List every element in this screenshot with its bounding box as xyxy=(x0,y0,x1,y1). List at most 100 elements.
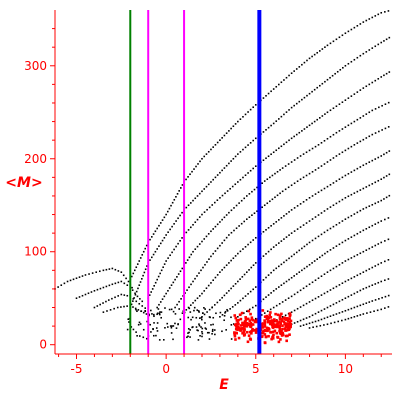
curve-7-point xyxy=(275,244,278,246)
curve-7-point xyxy=(296,228,299,230)
curve-8-point xyxy=(338,222,341,224)
curve-7-point xyxy=(232,285,235,287)
scatter-point xyxy=(196,309,199,311)
curve-11-point xyxy=(308,301,311,303)
curve-11-point xyxy=(326,290,329,293)
scatter-point xyxy=(219,311,222,314)
curve-7-point xyxy=(230,287,232,290)
scatter-point xyxy=(196,329,198,331)
curve-16-point xyxy=(126,284,129,286)
curve-1-point xyxy=(293,70,295,72)
curve-11-point xyxy=(290,311,293,313)
curve-7-point xyxy=(353,192,356,194)
curve-13-point xyxy=(371,300,374,302)
curve-7-point xyxy=(308,220,311,222)
curve-8-point xyxy=(293,253,295,256)
curve-8-point xyxy=(234,304,237,306)
curve-7-point xyxy=(288,234,290,236)
curve-7-point xyxy=(338,200,341,203)
cluster-point xyxy=(284,329,287,332)
curve-5-point xyxy=(210,255,212,258)
curve-10-point xyxy=(287,297,290,300)
curve-12-point xyxy=(317,311,320,313)
curve-2-point xyxy=(169,228,171,231)
curve-13-point xyxy=(326,316,329,319)
curve-5-point xyxy=(274,196,276,199)
cluster-point xyxy=(237,336,241,340)
cluster-point xyxy=(260,322,264,326)
curve-3-point xyxy=(335,105,338,108)
cluster-point xyxy=(243,320,247,324)
curve-4-point xyxy=(188,256,191,259)
curve-12-point xyxy=(338,300,341,303)
curve-13-point xyxy=(381,296,383,299)
curve-14-point xyxy=(350,316,353,319)
curve-10-point xyxy=(387,238,390,241)
curve-13-point xyxy=(317,319,320,322)
curve-8-point xyxy=(320,233,323,236)
curve-2-point xyxy=(135,290,138,293)
curve-12-point xyxy=(311,314,314,317)
curve-8-point xyxy=(267,274,270,276)
curve-14-point xyxy=(333,321,336,324)
curve-1-point xyxy=(353,26,356,29)
curve-17-point xyxy=(102,302,104,304)
cluster-point xyxy=(267,328,271,331)
curve-2-point xyxy=(285,111,288,113)
cluster-point xyxy=(278,318,282,321)
curve-3-point xyxy=(383,74,385,77)
curve-7-point xyxy=(350,193,353,196)
curve-6-point xyxy=(332,182,335,184)
curve-6-point xyxy=(272,223,275,225)
curve-2-point xyxy=(262,131,265,133)
curve-2-point xyxy=(347,62,350,65)
cluster-point xyxy=(280,332,284,336)
cluster-point xyxy=(279,314,282,317)
curve-2-point xyxy=(283,113,285,116)
curve-1-point xyxy=(193,168,195,170)
curve-8-point xyxy=(371,203,374,206)
curve-13-point xyxy=(329,315,332,317)
curve-6-point xyxy=(278,219,280,221)
curve-10-point xyxy=(368,247,371,250)
curve-4-point xyxy=(186,259,189,261)
curve-2-point xyxy=(158,245,160,247)
curve-5-point xyxy=(246,218,248,220)
curve-1-point xyxy=(219,139,221,141)
curve-5-point xyxy=(308,172,311,175)
scatter-point xyxy=(127,318,130,321)
curve-7-point xyxy=(237,280,239,283)
scatter-point xyxy=(164,327,166,329)
scatter-point xyxy=(158,312,161,315)
curve-1-point xyxy=(149,238,151,241)
curve-10-point xyxy=(266,310,269,313)
curve-14-point xyxy=(366,312,368,314)
scatter-point xyxy=(174,313,177,315)
curve-7-point xyxy=(329,206,332,208)
curve-13-point xyxy=(356,305,359,308)
curve-2-point xyxy=(388,36,391,39)
curve-4-point xyxy=(156,306,158,309)
curve-5-point xyxy=(374,132,377,134)
curve-1-point xyxy=(228,130,230,132)
curve-1-point xyxy=(159,222,162,224)
curve-5-point xyxy=(216,247,219,250)
scatter-point xyxy=(172,325,175,327)
curve-18-point xyxy=(120,306,122,308)
curve-9-point xyxy=(246,310,248,313)
cluster-point xyxy=(278,328,282,331)
cluster-point xyxy=(247,309,251,313)
curve-6-point xyxy=(299,203,302,205)
curve-1-point xyxy=(365,19,368,22)
scatter-point xyxy=(232,323,235,325)
curve-5-point xyxy=(256,210,258,213)
curve-2-point xyxy=(212,178,214,181)
curve-2-point xyxy=(230,160,232,162)
curve-7-point xyxy=(377,179,380,182)
curve-2-point xyxy=(290,106,293,109)
cluster-point xyxy=(278,320,281,324)
curve-17-point xyxy=(93,306,96,309)
cluster-point xyxy=(272,333,275,337)
curve-10-point xyxy=(380,241,383,244)
curve-4-point xyxy=(170,284,173,286)
